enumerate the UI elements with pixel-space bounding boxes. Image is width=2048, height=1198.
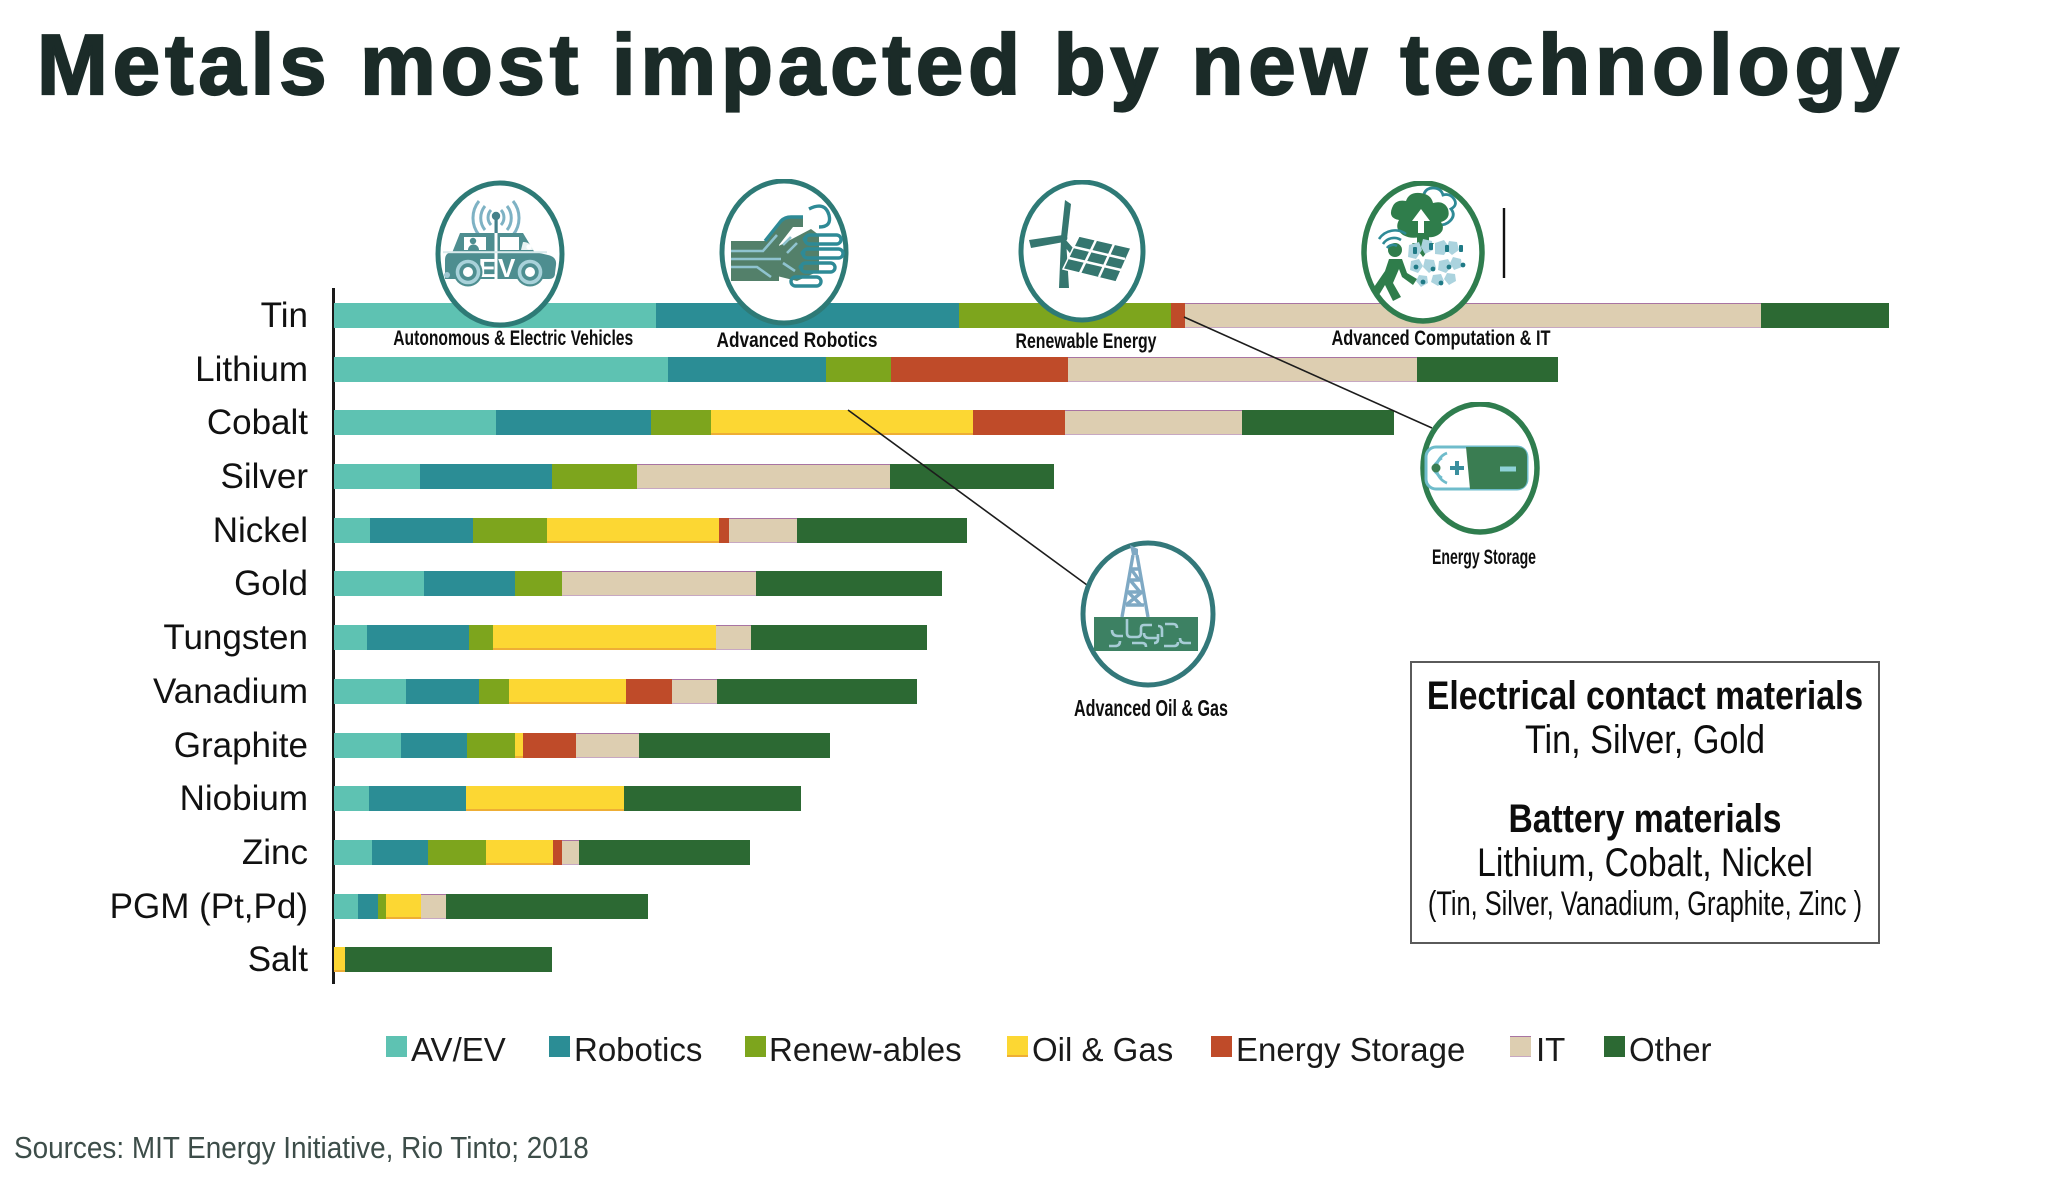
svg-text:EV: EV <box>479 253 518 283</box>
